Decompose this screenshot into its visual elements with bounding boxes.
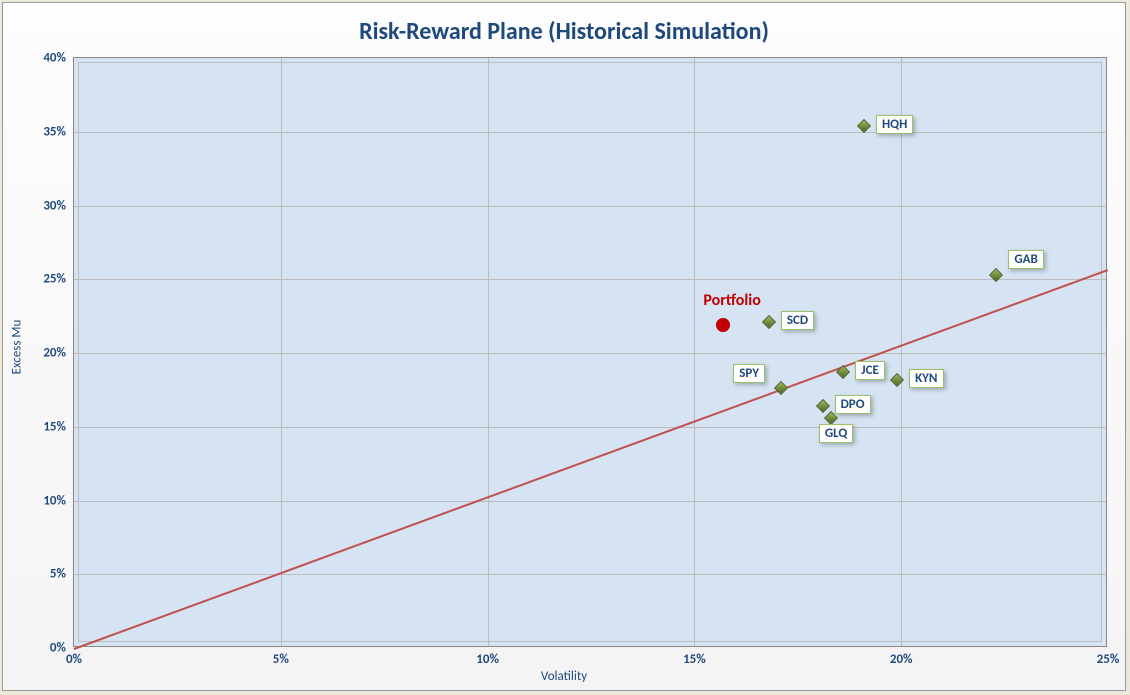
- y-tick-label: 20%: [43, 346, 66, 361]
- gridline-horizontal: [74, 132, 1106, 133]
- x-tick-label: 5%: [273, 652, 289, 667]
- gridline-horizontal: [74, 501, 1106, 502]
- gridline-horizontal: [74, 574, 1106, 575]
- gridline-horizontal: [74, 279, 1106, 280]
- gridline-vertical: [901, 58, 902, 646]
- y-tick-label: 40%: [43, 51, 66, 66]
- data-point-label: DPO: [835, 395, 871, 414]
- y-tick-label: 10%: [43, 493, 66, 508]
- gridline-horizontal: [74, 353, 1106, 354]
- plot-area: 0%5%10%15%20%25%0%5%10%15%20%25%30%35%40…: [73, 57, 1107, 647]
- x-tick-label: 10%: [476, 652, 499, 667]
- data-point-label: HQH: [876, 115, 913, 134]
- plot-border: [78, 62, 1102, 642]
- data-point-label: GLQ: [819, 424, 853, 443]
- trend-line: [74, 269, 1109, 650]
- x-tick-label: 15%: [683, 652, 706, 667]
- data-point-label: GAB: [1008, 250, 1043, 269]
- portfolio-point: [716, 318, 730, 332]
- data-point: [816, 399, 830, 413]
- data-point-label: KYN: [909, 369, 943, 388]
- x-tick-label: 25%: [1097, 652, 1120, 667]
- y-tick-label: 15%: [43, 419, 66, 434]
- gridline-horizontal: [74, 206, 1106, 207]
- x-tick-label: 20%: [890, 652, 913, 667]
- chart-title: Risk-Reward Plane (Historical Simulation…: [3, 17, 1125, 46]
- y-tick-label: 35%: [43, 124, 66, 139]
- data-point-label: JCE: [855, 361, 885, 380]
- data-point: [762, 315, 776, 329]
- gridline-vertical: [694, 58, 695, 646]
- y-tick-label: 5%: [50, 567, 66, 582]
- chart-frame: Risk-Reward Plane (Historical Simulation…: [2, 2, 1126, 691]
- portfolio-label: Portfolio: [703, 291, 761, 310]
- data-point-label: SCD: [781, 311, 814, 330]
- x-tick-label: 0%: [66, 652, 82, 667]
- gridline-vertical: [281, 58, 282, 646]
- data-point: [774, 381, 788, 395]
- gridline-horizontal: [74, 427, 1106, 428]
- data-point-label: SPY: [733, 364, 765, 383]
- y-tick-label: 0%: [50, 641, 66, 656]
- gridline-vertical: [488, 58, 489, 646]
- y-axis-label: Excess Mu: [10, 319, 25, 374]
- y-tick-label: 25%: [43, 272, 66, 287]
- x-axis-label: Volatility: [3, 669, 1125, 684]
- y-tick-label: 30%: [43, 198, 66, 213]
